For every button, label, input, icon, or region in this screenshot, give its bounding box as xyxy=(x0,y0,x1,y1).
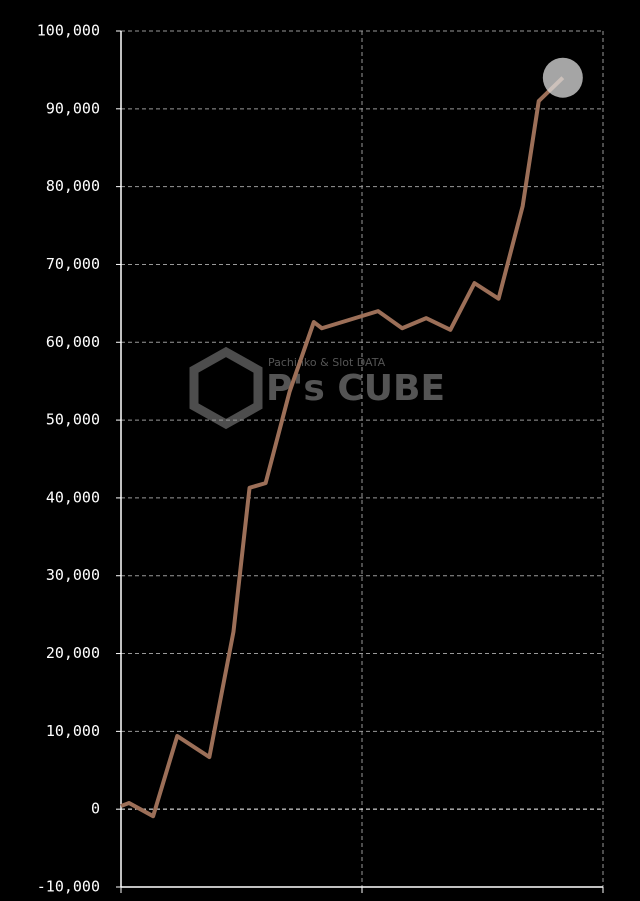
last-point-marker xyxy=(542,57,583,98)
y-tick-label: 100,000 xyxy=(37,22,100,40)
y-tick-label: -10,000 xyxy=(37,878,100,896)
y-tick-label: 20,000 xyxy=(46,644,100,662)
y-tick-label: 80,000 xyxy=(46,177,100,195)
line-series xyxy=(120,76,565,819)
y-tick-label: 10,000 xyxy=(46,722,100,740)
y-tick-label: 30,000 xyxy=(46,566,100,584)
watermark-title: P's CUBE xyxy=(266,368,445,409)
y-tick-label: 0 xyxy=(91,800,100,818)
y-tick-label: 40,000 xyxy=(46,488,100,506)
y-tick-label: 90,000 xyxy=(46,99,100,117)
y-tick-label: 50,000 xyxy=(46,411,100,429)
y-tick-label: 60,000 xyxy=(46,333,100,351)
watermark-logo xyxy=(189,346,263,430)
y-tick-label: 70,000 xyxy=(46,255,100,273)
